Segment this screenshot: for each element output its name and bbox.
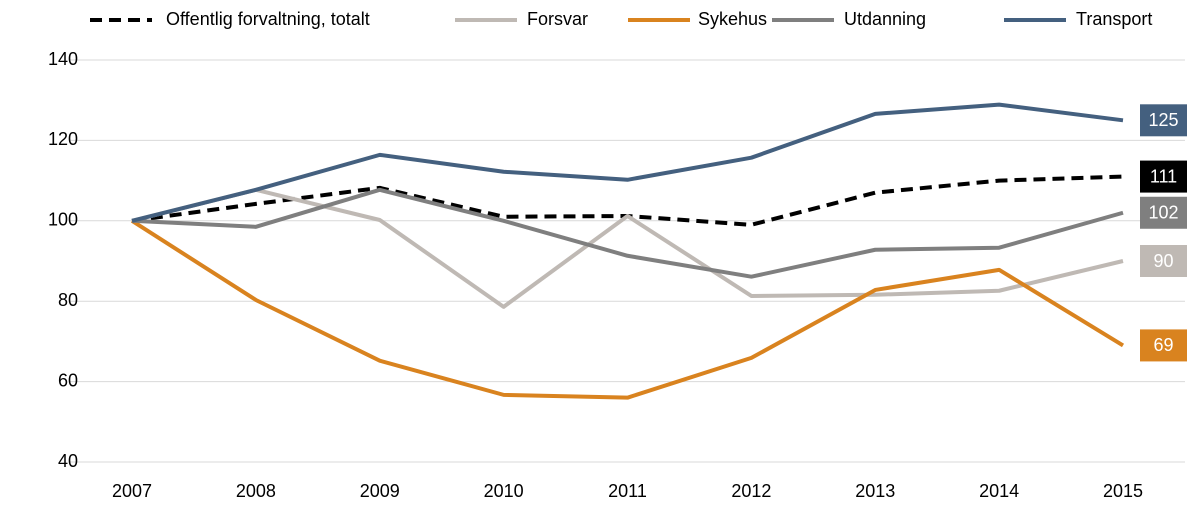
- legend-label: Forsvar: [527, 9, 588, 29]
- end-label: 102: [1148, 203, 1178, 223]
- x-tick-label: 2010: [484, 481, 524, 501]
- end-label-box: [1140, 196, 1187, 229]
- y-tick-label: 120: [48, 129, 78, 149]
- legend-label: Sykehus: [698, 9, 767, 29]
- line-series: [131, 102, 1124, 223]
- end-label-box: [1140, 329, 1187, 362]
- line-series: [130, 219, 1125, 400]
- end-label: 111: [1150, 166, 1177, 186]
- end-label: 90: [1153, 251, 1173, 271]
- end-label-box: [1140, 104, 1187, 137]
- end-label-box: [1140, 160, 1187, 193]
- x-tick-label: 2014: [979, 481, 1019, 501]
- y-tick-label: 100: [48, 210, 78, 230]
- end-label: 125: [1148, 110, 1178, 130]
- y-tick-label: 40: [58, 451, 78, 471]
- x-tick-label: 2008: [236, 481, 276, 501]
- end-label-box: [1140, 245, 1187, 277]
- legend-label: Transport: [1076, 9, 1152, 29]
- line-series: [131, 187, 1124, 279]
- y-tick-label: 80: [58, 290, 78, 310]
- legend-label: Offentlig forvaltning, totalt: [166, 9, 370, 29]
- x-tick-label: 2012: [731, 481, 771, 501]
- x-tick-label: 2007: [112, 481, 152, 501]
- line-series: [131, 187, 1124, 309]
- x-tick-label: 2015: [1103, 481, 1143, 501]
- legend-label: Utdanning: [844, 9, 926, 29]
- x-tick-label: 2009: [360, 481, 400, 501]
- y-tick-label: 140: [48, 49, 78, 69]
- end-label: 69: [1153, 335, 1173, 355]
- y-tick-label: 60: [58, 370, 78, 390]
- x-tick-label: 2013: [855, 481, 895, 501]
- x-tick-label: 2011: [608, 481, 647, 501]
